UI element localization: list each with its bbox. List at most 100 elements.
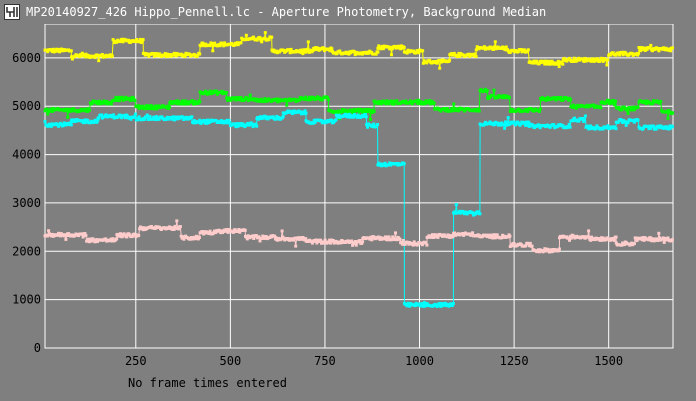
data-point [433,233,437,237]
data-point [508,122,512,126]
data-point [545,62,549,66]
data-point [401,239,405,242]
data-point [488,120,492,124]
y-tick-label: 5000 [12,99,41,113]
data-point [70,118,74,122]
data-point [63,233,67,237]
data-point [221,41,225,45]
data-point [647,238,651,242]
data-point [235,125,239,129]
data-point [83,55,87,59]
data-point [177,227,181,231]
data-point [323,49,326,53]
data-point [626,121,630,125]
data-point [313,120,317,124]
data-point [500,121,504,125]
data-point [551,61,555,65]
data-point [299,110,303,114]
data-point [506,48,509,52]
data-point [396,46,400,50]
data-point [657,49,661,53]
data-point [140,106,144,110]
data-point [208,89,212,93]
data-point [275,49,278,53]
data-point [61,123,65,127]
data-point [86,237,90,241]
data-point [592,59,596,63]
data-point [95,120,99,124]
data-point [544,59,548,63]
data-point [601,127,605,131]
data-point [525,50,529,54]
data-point [508,245,512,248]
data-point [243,98,247,101]
data-point [169,116,173,120]
data-point [662,46,666,50]
data-point [337,109,341,113]
data-point [537,250,541,254]
data-point [506,235,510,239]
data-point [637,51,641,55]
light-curve-plot[interactable]: 0 1000 2000 3000 4000 5000 6000 250 500 750 1000 12… [0,24,696,376]
data-point [450,106,454,110]
data-point [80,119,84,123]
data-point [305,47,309,51]
data-point [84,52,88,56]
data-point [510,244,514,248]
data-point [102,99,106,103]
data-point [142,51,146,55]
data-point [166,104,170,108]
data-point [219,121,223,124]
data-point [177,99,181,103]
data-point [605,63,609,67]
light-curve-icon[interactable] [4,4,20,20]
data-point [222,44,226,48]
data-point [671,125,674,129]
data-point [461,232,465,235]
data-point [197,120,201,124]
data-point [52,50,56,54]
data-point [649,43,653,47]
data-point [235,96,239,100]
data-point [384,235,387,239]
data-point [462,107,466,111]
data-point [218,229,222,233]
data-point [500,236,504,240]
data-point [505,122,509,126]
data-point [285,103,289,107]
data-point [488,235,492,239]
data-point [589,124,592,128]
data-point [538,107,542,111]
data-point [452,102,456,106]
data-point [531,123,535,127]
data-point [353,242,356,246]
data-point [493,123,497,126]
data-point [358,239,362,242]
data-point [608,100,612,103]
data-point [503,126,507,130]
data-point [330,118,333,122]
data-point [398,237,402,241]
data-point [204,42,208,46]
data-point [451,109,455,113]
data-point [664,125,668,129]
data-point [231,230,235,234]
data-point [395,162,399,165]
data-point [355,115,359,119]
data-point [256,115,260,119]
data-point [450,52,454,56]
data-point [352,115,356,119]
data-point [596,57,600,61]
data-point [429,235,433,239]
data-point [301,52,305,56]
data-point [157,117,161,121]
data-point [93,56,97,60]
data-point [83,232,87,235]
data-point [363,113,367,116]
data-point [424,241,428,245]
data-point [56,233,60,237]
window-title: MP20140927_426 Hippo_Pennell.lc - Apertu… [26,5,547,19]
data-point [547,250,551,254]
data-point [297,98,301,102]
data-point [669,49,673,53]
